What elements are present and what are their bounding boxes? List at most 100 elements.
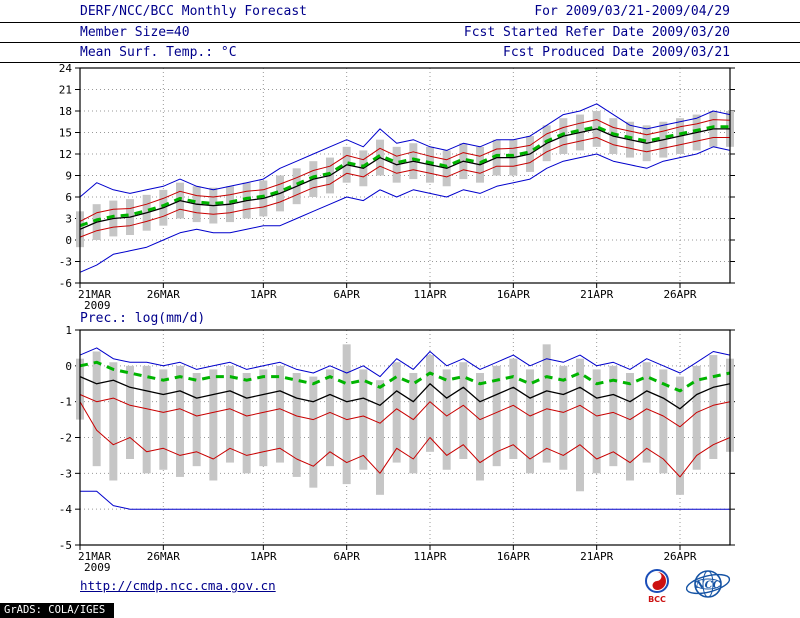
member-size-label: Member Size=40: [80, 25, 190, 40]
x-tick-label: 16APR: [497, 550, 530, 563]
y-tick-label: 0: [65, 234, 72, 247]
series-lower-quartile: [79, 401, 731, 478]
y-tick-label: -3: [59, 467, 72, 480]
x-tick-label: 26APR: [663, 550, 696, 563]
bcc-logo-icon: BCC: [645, 569, 669, 604]
x-tick-label: 1APR: [250, 550, 277, 563]
y-tick-label: -4: [59, 503, 73, 516]
x-tick-label: 26APR: [663, 288, 696, 301]
spread-bar: [642, 362, 651, 463]
spread-bar: [359, 369, 368, 470]
spread-bar: [576, 358, 584, 492]
x-tick-label: 6APR: [333, 288, 360, 301]
cmdp-link[interactable]: http://cmdp.ncc.cma.gov.cn: [80, 578, 276, 593]
spread-bar: [659, 369, 668, 474]
y-tick-label: -2: [59, 432, 72, 445]
y-tick-label: 12: [59, 148, 72, 161]
spread-bar: [376, 380, 384, 495]
precip-chart-title: Prec.: log(mm/d): [80, 311, 206, 326]
spread-bar: [676, 376, 684, 495]
spread-bar: [209, 369, 218, 481]
x-tick-label: 21APR: [580, 550, 613, 563]
y-tick-label: 21: [59, 84, 72, 97]
x-tick-label: 6APR: [333, 550, 360, 563]
spread-bar: [492, 365, 501, 467]
spread-bar: [242, 373, 251, 474]
y-tick-label: -5: [59, 539, 72, 552]
x-tick-label: 1APR: [250, 288, 277, 301]
spread-bar: [192, 373, 201, 467]
x-tick-sublabel: 2009: [84, 299, 111, 312]
ncc-logo-icon: NCC: [685, 570, 731, 598]
y-tick-label: 0: [65, 360, 72, 373]
spread-bar: [142, 365, 151, 474]
grads-watermark: GrADS: COLA/IGES: [0, 603, 115, 618]
spread-bar: [592, 369, 601, 474]
y-tick-label: -1: [59, 396, 72, 409]
spread-bar: [692, 365, 701, 470]
spread-bar: [326, 369, 334, 467]
spread-bar: [526, 369, 534, 474]
spread-bar: [409, 373, 418, 474]
plot-border: [79, 67, 731, 284]
header-row-2: Member Size=40 Fcst Started Refer Date 2…: [0, 23, 800, 43]
y-tick-label: -3: [59, 256, 72, 269]
series-ensemble-min: [80, 490, 730, 510]
y-tick-label: 24: [59, 62, 73, 75]
y-tick-label: 18: [59, 105, 72, 118]
spread-bar: [426, 355, 434, 452]
x-tick-label: 11APR: [413, 288, 446, 301]
spread-bar: [509, 358, 518, 459]
spread-bar: [292, 373, 301, 477]
fcst-started-label: Fcst Started Refer Date 2009/03/20: [463, 25, 730, 40]
spread-bar: [709, 355, 718, 459]
spread-bar: [559, 365, 568, 470]
series-ensemble-max: [79, 103, 731, 198]
spread-bar: [276, 365, 284, 463]
y-tick-label: 3: [65, 213, 72, 226]
spread-bar: [226, 365, 234, 463]
y-tick-label: 6: [65, 191, 72, 204]
series-ensemble-mean: [79, 128, 730, 230]
spread-bar: [159, 369, 168, 470]
x-tick-label: 21APR: [580, 288, 613, 301]
spread-bar: [392, 362, 401, 463]
plot-border: [79, 329, 731, 546]
spread-bar: [442, 369, 451, 470]
spread-bar: [92, 351, 101, 467]
series-ensemble-mean: [79, 376, 731, 410]
y-tick-label: 1: [65, 324, 72, 337]
series-reference-dashed: [79, 360, 731, 393]
x-tick-label: 11APR: [413, 550, 446, 563]
spread-bar: [626, 373, 634, 481]
series-lower-quartile: [79, 137, 730, 238]
svg-text:NCC: NCC: [694, 580, 720, 591]
series-upper-quartile: [79, 394, 731, 428]
x-tick-label: 26MAR: [147, 288, 180, 301]
spread-bar: [259, 369, 268, 467]
series-ensemble-min: [79, 146, 731, 273]
series-ensemble-max: [79, 347, 731, 378]
x-tick-label: 16APR: [497, 288, 530, 301]
spread-bar: [309, 376, 318, 488]
temp-chart-title: Mean Surf. Temp.: °C: [80, 45, 237, 60]
series-upper-quartile: [79, 119, 731, 222]
series-reference-dashed: [79, 125, 730, 228]
page-title: DERF/NCC/BCC Monthly Forecast: [80, 3, 307, 19]
header-row-3: Mean Surf. Temp.: °C Fcst Produced Date …: [0, 43, 800, 63]
spread-bar: [342, 344, 351, 485]
x-tick-label: 26MAR: [147, 550, 180, 563]
spread-bar: [126, 365, 134, 459]
spread-bar: [176, 365, 184, 477]
x-tick-label: 21MAR: [78, 288, 111, 301]
y-tick-label: -6: [59, 277, 72, 290]
spread-bar: [459, 362, 468, 459]
x-tick-label: 21MAR: [78, 550, 111, 563]
x-tick-sublabel: 2009: [84, 561, 111, 574]
spread-bar: [609, 365, 618, 467]
spread-bar: [109, 362, 118, 481]
svg-text:BCC: BCC: [648, 595, 666, 604]
